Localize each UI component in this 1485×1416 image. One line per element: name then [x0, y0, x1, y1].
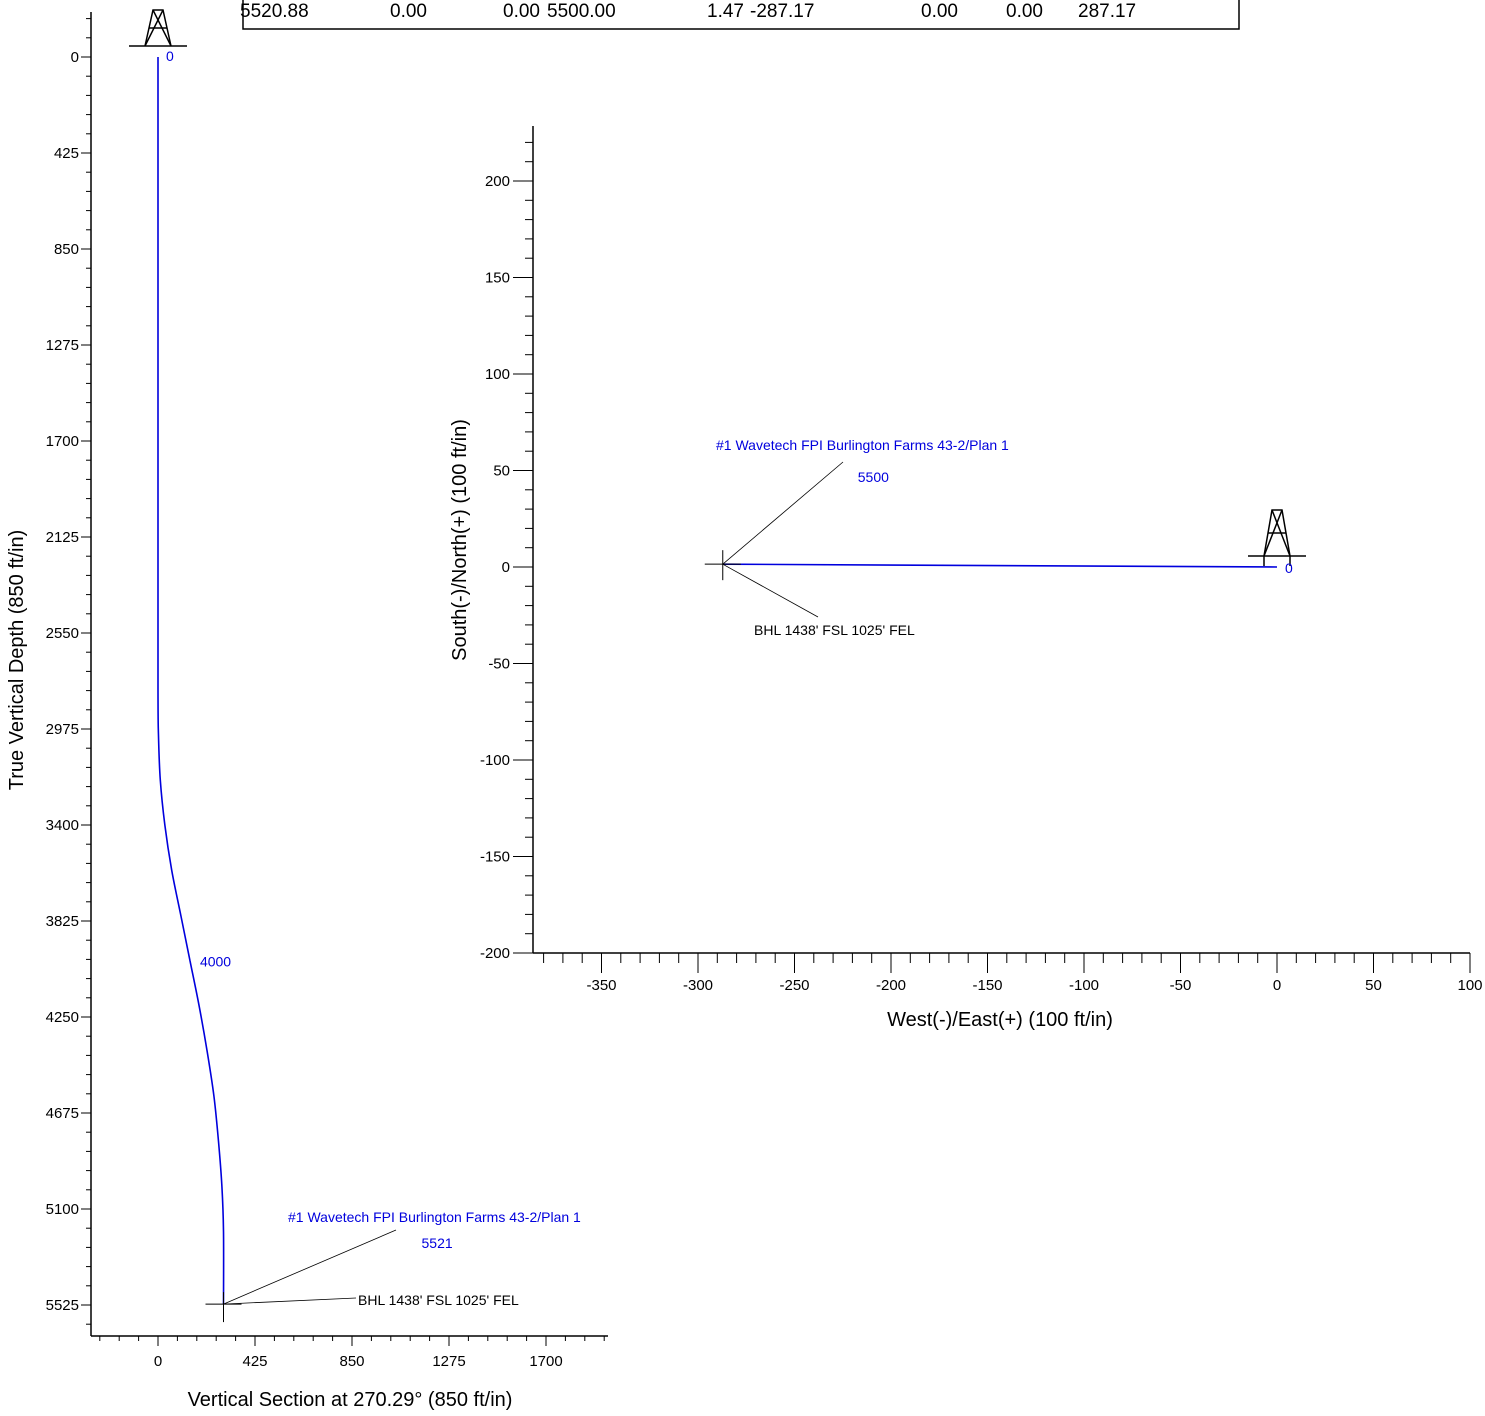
vertical-section-chart: 0425850127517002125255029753400382542504…: [6, 9, 608, 1411]
ew-tick-label: 0: [1273, 977, 1281, 994]
vs-bhl-leader: [223, 1297, 357, 1305]
plan-view-chart: -200 -150 -100 -50 0 50 100 150 200 -350 -300 -250…: [449, 126, 1483, 1031]
ew-tick-label: -350: [586, 977, 616, 994]
tvd-tick-label: 2550: [46, 625, 79, 642]
table-cell-vsec: 287.17: [1078, 1, 1136, 22]
vertical-section-point-labels: 0 4000 5521: [166, 48, 453, 1251]
ns-tick-label: 150: [485, 270, 510, 287]
ns-tick-label: -200: [480, 945, 510, 962]
vs-md-label: 5521: [422, 1235, 453, 1251]
ns-tick-label: -150: [480, 849, 510, 866]
vs-tick-label: 1275: [432, 1353, 465, 1370]
tvd-tick-label: 2125: [46, 529, 79, 546]
tvd-tick-label: 3825: [46, 913, 79, 930]
vs-md-label: 4000: [200, 954, 231, 970]
ew-tick-label: -100: [1069, 977, 1099, 994]
plan-md-label: 5500: [858, 469, 889, 485]
rig-icon: [129, 9, 187, 47]
plan-view-point-labels: 0 5500: [858, 469, 1293, 576]
ew-tick-label: -250: [779, 977, 809, 994]
vs-tick-label: 850: [339, 1353, 364, 1370]
tvd-tick-label: 2975: [46, 721, 79, 738]
plan-md-label: 0: [1285, 560, 1293, 576]
ew-tick-label: -300: [683, 977, 713, 994]
ew-tick-label: -150: [972, 977, 1002, 994]
tvd-tick-label: 4675: [46, 1105, 79, 1122]
tvd-tick-label: 5100: [46, 1201, 79, 1218]
ns-tick-label: 50: [493, 463, 510, 480]
ns-tick-label: -100: [480, 752, 510, 769]
section-table: 5520.88 0.00 0.00 5500.00 1.47 -287.17 0…: [240, 0, 1240, 30]
plan-bhl-label: BHL 1438' FSL 1025' FEL: [754, 622, 915, 638]
plan-plan-label: #1 Wavetech FPI Burlington Farms 43-2/Pl…: [716, 437, 1009, 453]
tvd-tick-label: 4250: [46, 1009, 79, 1026]
tvd-tick-labels: 0 425 850 1275 1700 2125 2550 2975 3400 3825 4250 4…: [46, 18, 91, 1325]
ns-axis-title: South(-)/North(+) (100 ft/in): [449, 419, 471, 661]
vs-tick-label: 425: [242, 1353, 267, 1370]
vertical-section-axes: [90, 12, 608, 1337]
plan-view-trajectory: [722, 563, 1278, 568]
vertical-section-trajectory: [157, 56, 225, 1305]
rig-icon: [1248, 509, 1306, 566]
table-cell-md: 5520.88: [240, 1, 309, 22]
ns-tick-labels: -200 -150 -100 -50 0 50 100 150 200: [480, 141, 533, 962]
tvd-tick-label: 1275: [46, 337, 79, 354]
table-cell-azi: 0.00: [503, 1, 540, 22]
vs-leader-lines: [223, 1229, 397, 1305]
vs-bhl-label: BHL 1438' FSL 1025' FEL: [358, 1292, 519, 1308]
tvd-tick-label: 425: [54, 145, 79, 162]
table-cell-tface: 0.00: [1006, 1, 1043, 22]
table-cell-dleg: 0.00: [921, 1, 958, 22]
ew-axis-title: West(-)/East(+) (100 ft/in): [887, 1009, 1113, 1031]
tvd-tick-label: 1700: [46, 433, 79, 450]
tvd-tick-label: 850: [54, 241, 79, 258]
vs-md-label: 0: [166, 48, 174, 64]
ew-tick-label: -50: [1170, 977, 1192, 994]
vs-axis-title: Vertical Section at 270.29° (850 ft/in): [188, 1389, 513, 1411]
table-cell-inc: 0.00: [390, 1, 427, 22]
table-cell-tvd: 5500.00: [547, 1, 616, 22]
bhl-target-crosshair-plan: [704, 550, 741, 581]
table-cell-ns: 1.47: [707, 1, 744, 22]
ns-tick-label: 0: [502, 559, 510, 576]
vs-tick-label: 0: [154, 1353, 162, 1370]
table-border: [242, 0, 1240, 30]
ns-tick-label: -50: [488, 656, 510, 673]
plan-view-axes: [532, 126, 1470, 954]
bhl-target-crosshair-vs: [205, 1292, 242, 1323]
ew-tick-label: -200: [876, 977, 906, 994]
tvd-axis-title: True Vertical Depth (850 ft/in): [6, 530, 28, 791]
plan-bhl-leader: [722, 563, 819, 618]
plan-plan-leader: [722, 461, 844, 565]
ew-tick-label: 50: [1365, 977, 1382, 994]
table-cell-ew: -287.17: [750, 1, 814, 22]
vs-tick-labels: 0 425 850 1275 1700: [99, 1336, 605, 1370]
ew-tick-label: 100: [1457, 977, 1482, 994]
ew-tick-labels: -350 -300 -250 -200 -150 -100 -50 0 50 100: [543, 953, 1483, 994]
plan-leader-lines: [722, 461, 844, 618]
vs-tick-label: 1700: [529, 1353, 562, 1370]
ns-tick-label: 100: [485, 366, 510, 383]
tvd-tick-label: 3400: [46, 817, 79, 834]
vs-plan-label: #1 Wavetech FPI Burlington Farms 43-2/Pl…: [288, 1209, 581, 1225]
ns-tick-label: 200: [485, 173, 510, 190]
tvd-tick-label: 0: [71, 49, 79, 66]
vs-plan-leader: [223, 1229, 397, 1305]
tvd-tick-label: 5525: [46, 1297, 79, 1314]
